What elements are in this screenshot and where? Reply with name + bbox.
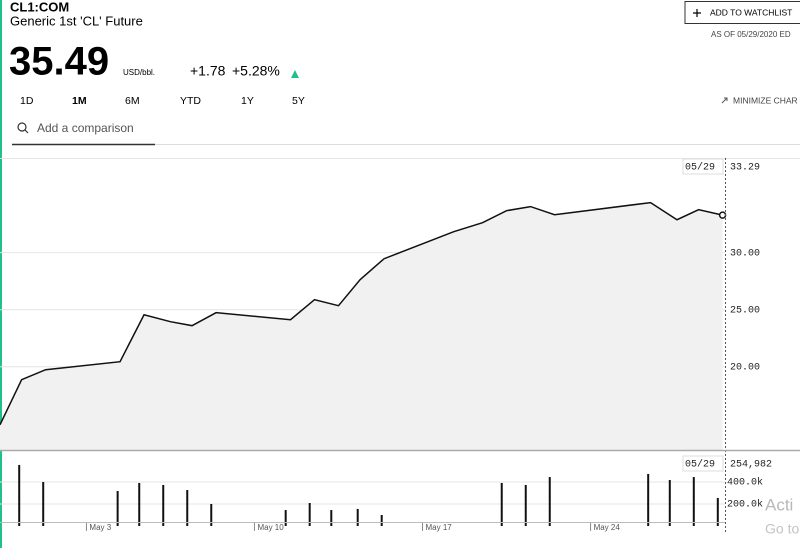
button-frame	[684, 1, 800, 24]
y-tick-label: 200.0k	[727, 499, 763, 511]
range-tab[interactable]: 1D	[20, 95, 34, 107]
minimize-label: MINIMIZE CHAR	[733, 95, 798, 105]
volume-bar	[500, 482, 503, 526]
range-tab[interactable]: YTD	[180, 95, 201, 107]
last-date: 05/29	[685, 459, 715, 471]
up-arrow	[291, 70, 299, 78]
ticker: CL1:COM	[10, 0, 69, 14]
change-pct: +5.28%	[232, 63, 280, 79]
price-line	[0, 201, 723, 426]
watchlist-button[interactable]: ADD TO WATCHLIST	[684, 1, 800, 24]
volume-bar	[647, 473, 650, 526]
x-tick-label: May 10	[257, 523, 284, 532]
volume-bar	[330, 510, 333, 526]
date-badge	[682, 455, 724, 472]
volume-bar	[284, 510, 287, 526]
volume-bar	[138, 482, 141, 526]
range-tab[interactable]: 5Y	[292, 95, 305, 107]
volume-bar	[162, 484, 165, 526]
volume-bar	[524, 484, 527, 526]
volume-bar	[548, 477, 551, 526]
os-watermark: Go to	[765, 521, 799, 537]
range-tabs: 1D 1M 6M YTD 1Y 5Y	[20, 95, 305, 107]
price-area	[0, 202, 723, 450]
volume-bar	[356, 508, 359, 526]
search-placeholder: Add a comparison	[37, 121, 134, 135]
y-tick-label: 30.00	[730, 248, 760, 259]
range-tab[interactable]: 6M	[125, 95, 140, 107]
range-tab[interactable]: 1Y	[241, 95, 254, 107]
minimize-chart[interactable]: MINIMIZE CHAR	[721, 95, 798, 105]
minimize-icon	[721, 97, 728, 104]
range-tab[interactable]: 1M	[72, 95, 87, 107]
value-label: 254,982	[730, 460, 772, 471]
volume-bar	[210, 503, 213, 526]
volume-bar	[116, 491, 119, 526]
volume-bar	[692, 477, 695, 526]
search-icon	[17, 122, 27, 132]
volume-bar	[716, 497, 719, 526]
button-label: ADD TO WATCHLIST	[710, 7, 792, 17]
x-tick-label: May 3	[89, 523, 111, 532]
x-tick-label: May 24	[594, 523, 621, 532]
os-watermark: Acti	[765, 495, 793, 514]
date-badge	[682, 158, 724, 175]
volume-bar	[18, 464, 21, 526]
plus-icon	[693, 9, 701, 17]
last-date: 05/29	[685, 162, 715, 174]
chart: 20.0025.0030.00BloombergMarkets05/2933.2…	[0, 158, 800, 534]
volume-bar	[186, 490, 189, 526]
y-tick-label: 400.0k	[727, 477, 763, 489]
unit: USD/bbl.	[123, 68, 155, 77]
change: +1.78	[190, 63, 226, 79]
as-of: AS OF 05/29/2020 ED	[711, 30, 791, 39]
instrument-name: Generic 1st 'CL' Future	[10, 13, 143, 28]
volume-bar	[42, 481, 45, 526]
y-tick-label: 20.00	[730, 362, 760, 373]
value-label: 33.29	[730, 163, 760, 174]
search-icon-handle	[24, 129, 29, 134]
y-tick-label: 25.00	[730, 305, 760, 316]
last-point	[718, 211, 727, 219]
volume-bar	[380, 514, 383, 526]
volume-bar	[668, 480, 671, 526]
x-tick-label: May 17	[426, 523, 453, 532]
accent-bar	[0, 0, 2, 548]
price: 35.49	[9, 40, 109, 84]
comparison-search[interactable]: Add a comparison	[17, 121, 134, 135]
volume-bar	[308, 503, 311, 526]
